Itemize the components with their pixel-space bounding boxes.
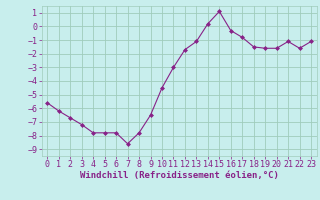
X-axis label: Windchill (Refroidissement éolien,°C): Windchill (Refroidissement éolien,°C) <box>80 171 279 180</box>
